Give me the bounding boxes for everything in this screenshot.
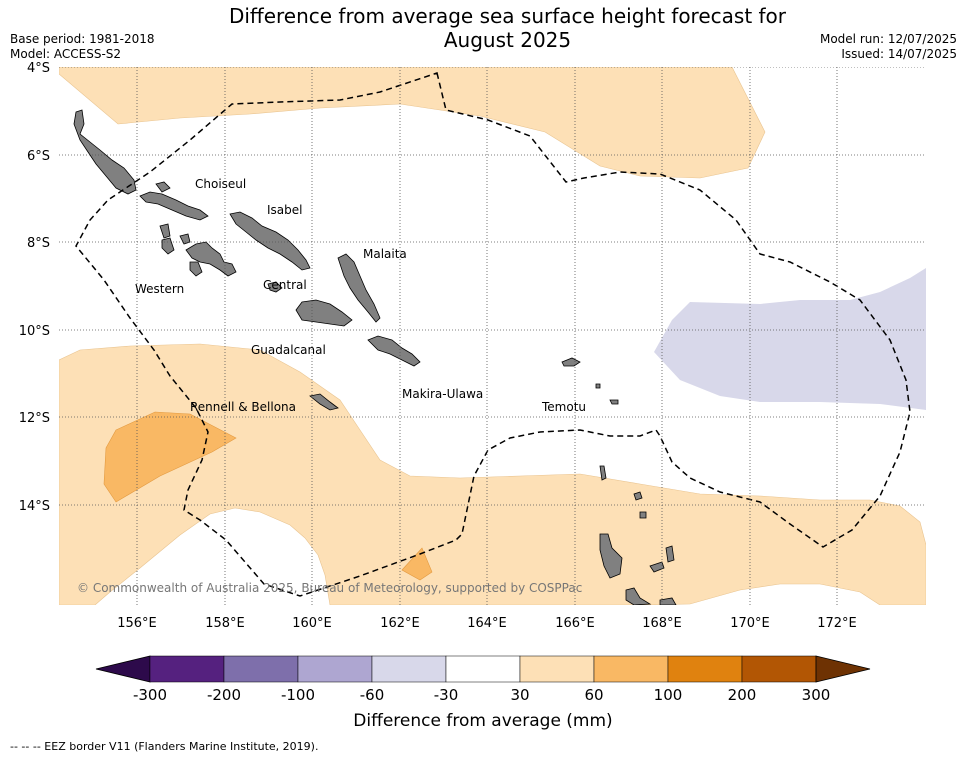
colorbar-tick-100: 100 xyxy=(654,686,683,704)
colorbar-tick-200: 200 xyxy=(728,686,757,704)
label-choiseul: Choiseul xyxy=(195,177,246,191)
island-guadalcanal xyxy=(295,299,353,327)
colorbar-tick-minus60: -60 xyxy=(360,686,385,704)
lon-label-168e: 168°E xyxy=(642,616,682,631)
colorbar-segment-4 xyxy=(371,655,447,683)
island-western-c xyxy=(159,223,171,239)
label-western: Western xyxy=(135,282,184,296)
model-run-text: Model run: 12/07/2025 xyxy=(819,32,957,46)
colorbar-segment-3 xyxy=(297,655,373,683)
lon-label-158e: 158°E xyxy=(205,616,245,631)
label-guadalcanal: Guadalcanal xyxy=(251,343,326,357)
island-western-b xyxy=(155,181,171,193)
anomaly-minus60-minus30-east xyxy=(654,268,926,410)
colorbar-extend-high xyxy=(815,655,871,683)
lon-label-170e: 170°E xyxy=(730,616,770,631)
island-banks-a xyxy=(633,491,643,501)
colorbar-title: Difference from average (mm) xyxy=(353,711,612,731)
copyright-text: © Commonwealth of Australia 2025, Bureau… xyxy=(77,581,582,595)
lon-label-164e: 164°E xyxy=(467,616,507,631)
label-isabel: Isabel xyxy=(267,203,302,217)
lon-label-166e: 166°E xyxy=(555,616,595,631)
colorbar-extend-low xyxy=(95,655,151,683)
lon-label-162e: 162°E xyxy=(380,616,420,631)
label-rennell-bellona: Rennell & Bellona xyxy=(190,400,296,414)
island-western-a xyxy=(139,191,209,221)
colorbar-segment-5 xyxy=(445,655,521,683)
island-rennell xyxy=(309,393,339,411)
island-vanuatu-c xyxy=(649,561,665,573)
colorbar-segment-9 xyxy=(741,655,817,683)
lat-label-8s: 8°S xyxy=(27,236,50,251)
model-text: Model: ACCESS-S2 xyxy=(10,47,122,61)
issued-text: Issued: 14/07/2025 xyxy=(841,47,957,61)
lon-label-156e: 156°E xyxy=(117,616,157,631)
title-line-1: Difference from average sea surface heig… xyxy=(228,4,787,28)
lon-label-172e: 172°E xyxy=(817,616,857,631)
island-vanuatu-e xyxy=(659,597,677,605)
colorbar-tick-minus300: -300 xyxy=(133,686,167,704)
colorbar-segment-8 xyxy=(667,655,743,683)
colorbar-segment-2 xyxy=(223,655,299,683)
map-area: Choiseul Isabel Malaita Western Central … xyxy=(59,67,926,605)
map-title: Difference from average sea surface heig… xyxy=(140,4,875,52)
meta-left: Base period: 1981-2018 Model: ACCESS-S2 xyxy=(10,32,155,62)
colorbar-tick-60: 60 xyxy=(584,686,603,704)
eez-border xyxy=(75,72,911,597)
gridlines xyxy=(59,67,926,605)
lat-label-10s: 10°S xyxy=(19,324,50,339)
base-period-text: Base period: 1981-2018 xyxy=(10,32,155,46)
island-torres xyxy=(599,465,607,481)
title-line-2: August 2025 xyxy=(443,28,572,52)
colorbar-segment-1 xyxy=(149,655,225,683)
label-makira-ulawa: Makira-Ulawa xyxy=(402,387,483,401)
island-new-georgia xyxy=(185,241,237,277)
island-vanuatu-d xyxy=(665,545,675,563)
island-temotu-b xyxy=(595,383,601,389)
island-vanuatu-b xyxy=(625,587,652,605)
island-makira xyxy=(367,335,421,367)
colorbar-tick-30: 30 xyxy=(510,686,529,704)
colorbar-tick-minus100: -100 xyxy=(281,686,315,704)
islands xyxy=(73,109,677,605)
label-malaita: Malaita xyxy=(363,247,407,261)
island-vanuatu-a xyxy=(599,533,623,579)
lat-label-14s: 14°S xyxy=(19,499,50,514)
eez-legend-note: -- -- -- EEZ border V11 (Flanders Marine… xyxy=(10,740,319,753)
island-florida xyxy=(267,281,283,293)
lat-label-6s: 6°S xyxy=(27,149,50,164)
lat-label-12s: 12°S xyxy=(19,411,50,426)
island-western-f xyxy=(179,233,191,245)
anomaly-30-60-north xyxy=(59,67,766,179)
label-central: Central xyxy=(263,278,307,292)
anomaly-30-60-south xyxy=(59,343,926,605)
island-choiseul xyxy=(73,109,137,195)
island-banks-b xyxy=(639,511,647,519)
anomaly-60-100-west xyxy=(103,411,237,503)
colorbar-segment-6 xyxy=(519,655,595,683)
lat-label-4s: 4°S xyxy=(27,61,50,76)
lon-label-160e: 160°E xyxy=(292,616,332,631)
colorbar-tick-minus200: -200 xyxy=(207,686,241,704)
island-malaita xyxy=(337,253,381,323)
island-western-e xyxy=(189,261,203,277)
colorbar-tick-300: 300 xyxy=(802,686,831,704)
label-temotu: Temotu xyxy=(541,400,586,414)
colorbar-segment-7 xyxy=(593,655,669,683)
island-temotu-c xyxy=(609,399,619,405)
island-isabel xyxy=(229,211,311,271)
colorbar-tick-minus30: -30 xyxy=(434,686,459,704)
colorbar: -300 -200 -100 -60 -30 30 60 100 200 300… xyxy=(95,655,871,731)
meta-right: Model run: 12/07/2025 Issued: 14/07/2025 xyxy=(820,32,957,62)
island-temotu-a xyxy=(561,357,581,367)
